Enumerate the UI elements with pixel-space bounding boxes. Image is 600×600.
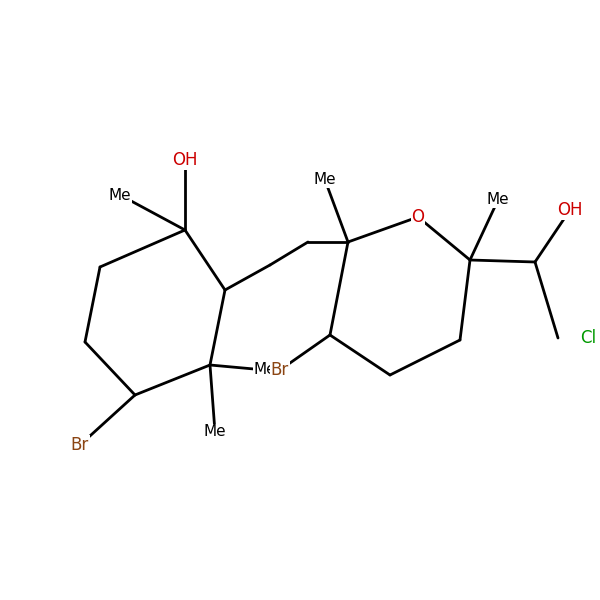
Text: Me: Me xyxy=(254,362,277,377)
Text: OH: OH xyxy=(172,151,198,169)
Text: OH: OH xyxy=(557,201,583,219)
Text: Me: Me xyxy=(487,193,509,208)
Text: Cl: Cl xyxy=(580,329,596,347)
Text: Br: Br xyxy=(71,436,89,454)
Text: Br: Br xyxy=(271,361,289,379)
Text: Me: Me xyxy=(203,425,226,439)
Text: Me: Me xyxy=(109,187,131,202)
Text: Me: Me xyxy=(314,173,337,187)
Text: O: O xyxy=(412,208,425,226)
